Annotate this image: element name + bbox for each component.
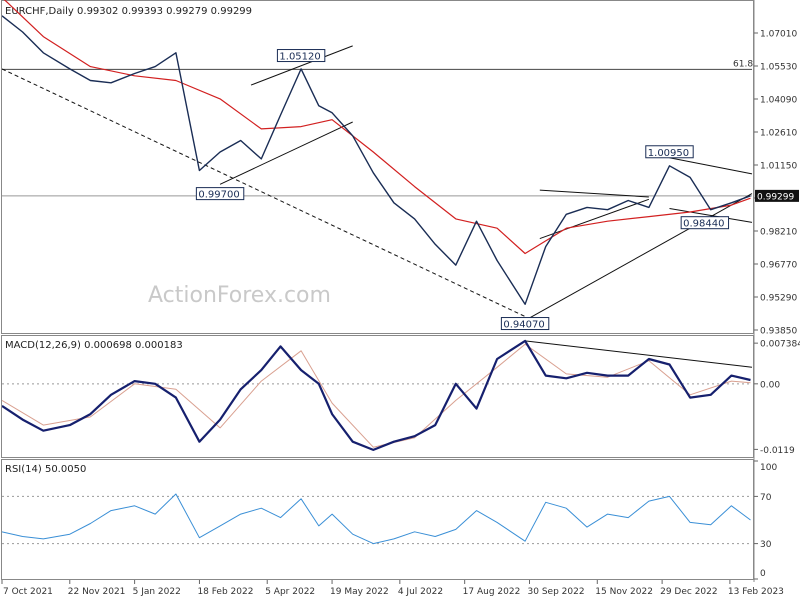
ohlc-high: 0.99393 bbox=[122, 6, 163, 17]
x-tick-4: 5 Apr 2022 bbox=[265, 587, 315, 597]
x-tick-3: 18 Feb 2022 bbox=[197, 587, 253, 597]
macd-series bbox=[2, 339, 753, 451]
x-tick-10: 29 Dec 2022 bbox=[660, 587, 718, 597]
price-tick-1.04090: 1.04090 bbox=[760, 96, 797, 106]
annotation-box-1 bbox=[276, 49, 326, 63]
price-series bbox=[2, 0, 751, 305]
x-tick-2: 5 Jan 2022 bbox=[133, 587, 181, 597]
rsi-panel-frame bbox=[1, 459, 754, 580]
price-tick-1.02610: 1.02610 bbox=[760, 129, 797, 139]
ohlc-low: 0.99279 bbox=[166, 6, 207, 17]
timeframe: Daily bbox=[49, 6, 74, 17]
price-tick-1.01150: 1.01150 bbox=[760, 162, 797, 172]
chart-title: EURCHF,Daily 0.99302 0.99393 0.99279 0.9… bbox=[5, 6, 252, 17]
price-panel-frame bbox=[1, 0, 754, 334]
macd-line bbox=[2, 339, 751, 451]
macd-tick-0.00: 0.00 bbox=[760, 380, 780, 390]
price-tick-0.95290: 0.95290 bbox=[760, 294, 797, 304]
price-tick-1.05530: 1.05530 bbox=[760, 63, 797, 73]
price-tick-0.98210: 0.98210 bbox=[760, 228, 797, 238]
price-trendlines bbox=[2, 45, 753, 321]
annotation-0.94070: 0.94070 bbox=[503, 320, 544, 331]
price-trendline-2 bbox=[250, 45, 353, 86]
rsi-axis: 100 70 30 0 bbox=[754, 460, 777, 580]
price-tick-0.93850: 0.93850 bbox=[760, 327, 797, 337]
price-trendline-0 bbox=[2, 68, 526, 317]
macd-panel-frame bbox=[1, 335, 754, 458]
annotation-0.99700: 0.99700 bbox=[198, 190, 239, 201]
annotation-box-4 bbox=[680, 216, 730, 230]
rsi-line bbox=[2, 493, 751, 545]
price-trendline-5 bbox=[539, 198, 650, 240]
price-tick-0.96770: 0.96770 bbox=[760, 261, 797, 271]
x-tick-6: 4 Jul 2022 bbox=[398, 587, 443, 597]
annotation-0.98440: 0.98440 bbox=[683, 219, 724, 230]
annotation-1.05120: 1.05120 bbox=[279, 52, 320, 63]
x-tick-0: 7 Oct 2021 bbox=[3, 587, 53, 597]
x-tick-5: 19 May 2022 bbox=[330, 587, 389, 597]
x-tick-1: 22 Nov 2021 bbox=[68, 587, 126, 597]
price-axis: 1.070101.055301.040901.026101.011500.996… bbox=[754, 30, 799, 337]
macd-tick-0.007384: 0.007384 bbox=[760, 340, 800, 350]
annotation-1.00950: 1.00950 bbox=[648, 148, 689, 159]
x-tick-9: 15 Nov 2022 bbox=[595, 587, 653, 597]
x-axis: 7 Oct 2021 22 Nov 2021 5 Jan 2022 18 Feb 20… bbox=[1, 580, 784, 597]
annotation-box-0 bbox=[195, 187, 245, 201]
x-tick-11: 13 Feb 2023 bbox=[728, 587, 784, 597]
ohlc-open: 0.99302 bbox=[77, 6, 118, 17]
macd-label: MACD(12,26,9) 0.000698 0.000183 bbox=[5, 340, 183, 351]
symbol: EURCHF bbox=[5, 6, 46, 17]
annotation-box-3 bbox=[645, 145, 694, 159]
price-trendline-7 bbox=[669, 208, 753, 223]
price-trendline-1 bbox=[219, 121, 353, 185]
ohlc-close: 0.99299 bbox=[211, 6, 252, 17]
rsi-tick-0: 0 bbox=[760, 569, 766, 579]
watermark: ActionForex.com bbox=[148, 283, 331, 308]
price-close-line bbox=[2, 15, 751, 305]
rsi-label: RSI(14) 50.0050 bbox=[5, 464, 86, 475]
rsi-static-lines bbox=[2, 495, 752, 545]
macd-axis: 0.007384 0.00 -0.0119 bbox=[754, 340, 800, 456]
rsi-tick-30: 30 bbox=[760, 540, 772, 550]
current-price-label: 0.99299 bbox=[757, 192, 794, 202]
fib-level-label: 61.8 bbox=[733, 59, 753, 69]
x-tick-8: 30 Sep 2022 bbox=[528, 587, 585, 597]
x-tick-7: 17 Aug 2022 bbox=[463, 587, 521, 597]
rsi-series bbox=[2, 493, 751, 545]
macd-trendline bbox=[525, 340, 753, 368]
price-trendline-4 bbox=[539, 189, 649, 198]
moving-average-line bbox=[3, 0, 751, 255]
rsi-tick-70: 70 bbox=[760, 493, 772, 503]
price-trendline-6 bbox=[669, 157, 753, 175]
macd-tick--0.0119: -0.0119 bbox=[760, 446, 795, 456]
annotation-box-2 bbox=[500, 317, 550, 331]
price-annotations: 61.8 0.99700 1.05120 0.94070 1.00950 0.98440 bbox=[195, 49, 753, 331]
price-static-lines bbox=[2, 68, 752, 197]
price-tick-1.07010: 1.07010 bbox=[760, 30, 797, 40]
price-trendline-3 bbox=[524, 193, 753, 321]
macd-signal-line bbox=[2, 343, 751, 448]
rsi-tick-100: 100 bbox=[760, 463, 777, 473]
current-price-tag bbox=[755, 189, 799, 202]
